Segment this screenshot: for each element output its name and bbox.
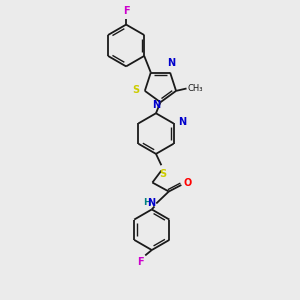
Text: N: N xyxy=(152,100,160,110)
Text: F: F xyxy=(137,257,143,267)
Text: S: S xyxy=(132,85,140,95)
Text: O: O xyxy=(184,178,192,188)
Text: F: F xyxy=(123,6,129,16)
Text: CH₃: CH₃ xyxy=(188,84,203,93)
Text: N: N xyxy=(178,117,187,127)
Text: S: S xyxy=(159,169,166,179)
Text: H: H xyxy=(143,198,150,207)
Text: N: N xyxy=(147,198,155,208)
Text: N: N xyxy=(167,58,176,68)
